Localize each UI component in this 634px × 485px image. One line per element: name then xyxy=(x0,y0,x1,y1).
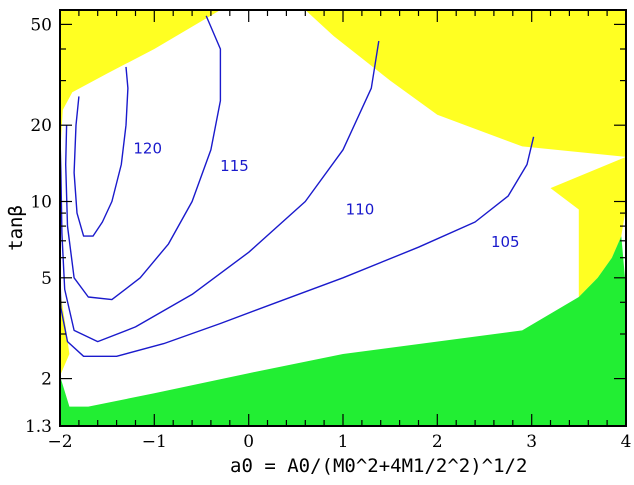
x-axis-tick-labels: −2 −1 0 1 2 3 4 xyxy=(47,432,631,452)
x-tick-label: 2 xyxy=(432,432,443,452)
y-tick-label: 5 xyxy=(41,269,52,289)
y-tick-label: 2 xyxy=(41,370,52,390)
contour-label-110: 110 xyxy=(346,200,375,218)
yellow-region-0 xyxy=(60,10,626,157)
yellow-region-2 xyxy=(550,156,626,297)
y-tick-label: 1.3 xyxy=(25,417,52,437)
contour-line-105 xyxy=(60,136,535,357)
x-axis-ticks xyxy=(59,10,627,426)
contour-labels: 120 115 110 105 xyxy=(133,139,519,251)
y-axis-title-text: tanβ xyxy=(5,205,27,251)
x-tick-label: 3 xyxy=(526,432,537,452)
x-axis-title-text: a0 = A0/(M0^2+4M1/2^2)^1/2 xyxy=(230,455,527,477)
x-tick-label: 0 xyxy=(243,432,254,452)
y-axis-title: tanβ xyxy=(5,205,27,251)
x-axis-title: a0 = A0/(M0^2+4M1/2^2)^1/2 xyxy=(230,455,527,477)
excluded-regions xyxy=(60,10,626,426)
y-tick-label: 10 xyxy=(30,193,52,213)
contour-label-115: 115 xyxy=(220,157,249,175)
contour-label-105: 105 xyxy=(491,233,520,251)
x-tick-label: 1 xyxy=(338,432,349,452)
y-tick-label: 50 xyxy=(30,15,52,35)
x-tick-label: −1 xyxy=(142,432,167,452)
y-tick-label: 20 xyxy=(30,116,52,136)
x-tick-label: 4 xyxy=(621,432,632,452)
yellow-region-1 xyxy=(60,289,70,376)
y-axis-ticks xyxy=(60,23,626,380)
contour-label-120: 120 xyxy=(133,139,162,157)
x-tick-label: −2 xyxy=(47,432,72,452)
contour-line-115 xyxy=(64,15,222,301)
contour-lines xyxy=(60,15,535,357)
y-axis-tick-labels: 1.3 2 5 10 20 50 xyxy=(25,15,52,437)
green-region-3 xyxy=(60,236,626,426)
contour-line-120 xyxy=(73,66,129,237)
contour-line-110 xyxy=(60,40,380,343)
